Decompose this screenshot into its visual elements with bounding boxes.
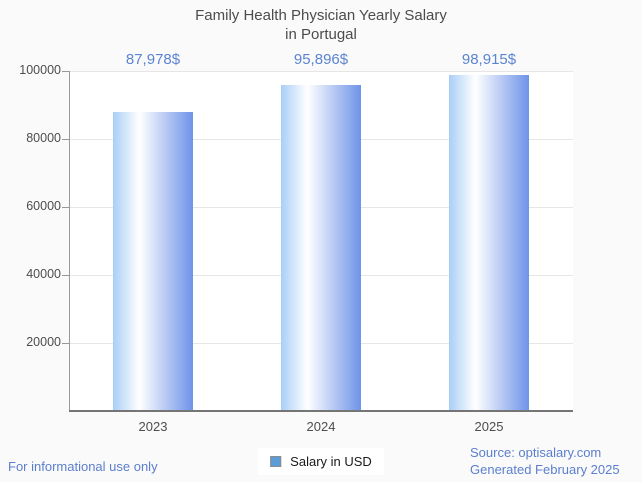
y-tick-label: 100000	[19, 63, 61, 77]
y-tick-label: 20000	[26, 335, 61, 349]
value-label: 87,978$	[125, 51, 181, 68]
gridline	[69, 71, 573, 72]
value-label: 98,915$	[461, 51, 517, 68]
legend-swatch-icon	[270, 456, 282, 467]
y-tick-mark	[62, 139, 69, 140]
y-tick-mark	[62, 275, 69, 276]
bar-2024[interactable]	[281, 85, 361, 411]
y-tick-mark	[62, 71, 69, 72]
y-tick-mark	[62, 343, 69, 344]
y-tick-label: 60000	[26, 199, 61, 213]
y-tick-label: 80000	[26, 131, 61, 145]
x-tick-label: 2023	[138, 419, 168, 434]
source-attribution: Source: optisalary.com Generated Februar…	[470, 444, 620, 478]
disclaimer-text: For informational use only	[8, 459, 158, 474]
bar-2025[interactable]	[449, 75, 529, 411]
legend-label: Salary in USD	[290, 454, 372, 469]
y-axis-line	[69, 71, 70, 411]
bar-2023[interactable]	[113, 112, 193, 411]
generated-line: Generated February 2025	[470, 462, 620, 477]
value-label: 95,896$	[293, 51, 349, 68]
x-tick-label: 2024	[306, 419, 336, 434]
legend-item-salary[interactable]: Salary in USD	[258, 448, 384, 475]
x-axis-line	[69, 410, 573, 412]
y-tick-mark	[62, 207, 69, 208]
y-tick-label: 40000	[26, 267, 61, 281]
source-line: Source: optisalary.com	[470, 445, 602, 460]
chart-title: Family Health Physician Yearly Salary in…	[195, 7, 447, 43]
x-tick-label: 2025	[474, 419, 504, 434]
